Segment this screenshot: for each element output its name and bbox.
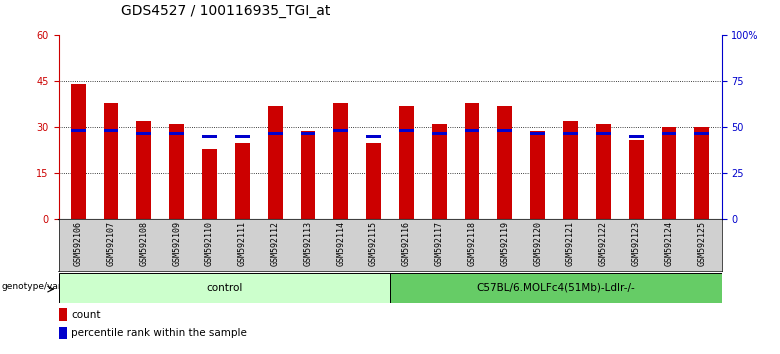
Text: GSM592124: GSM592124 <box>665 221 673 266</box>
Bar <box>694 127 709 219</box>
Text: C57BL/6.MOLFc4(51Mb)-Ldlr-/-: C57BL/6.MOLFc4(51Mb)-Ldlr-/- <box>477 282 635 293</box>
Text: GSM592116: GSM592116 <box>402 221 411 266</box>
Bar <box>498 106 512 219</box>
Text: GSM592122: GSM592122 <box>599 221 608 266</box>
Bar <box>661 127 676 219</box>
Text: GSM592106: GSM592106 <box>73 221 83 266</box>
Bar <box>268 106 282 219</box>
Bar <box>563 132 578 136</box>
Bar <box>694 132 709 136</box>
Bar <box>71 85 86 219</box>
Bar <box>268 132 282 136</box>
Bar <box>661 132 676 136</box>
Bar <box>498 129 512 132</box>
Text: GSM592115: GSM592115 <box>369 221 378 266</box>
Bar <box>202 135 217 138</box>
Text: GSM592123: GSM592123 <box>632 221 640 266</box>
Bar <box>58 327 67 339</box>
Bar <box>71 129 86 132</box>
Bar <box>202 149 217 219</box>
Bar <box>390 273 722 303</box>
Bar <box>465 129 480 132</box>
Bar <box>530 132 545 136</box>
Text: GSM592111: GSM592111 <box>238 221 246 266</box>
Text: GSM592112: GSM592112 <box>271 221 279 266</box>
Bar <box>530 131 545 219</box>
Bar <box>300 131 315 219</box>
Bar <box>399 129 414 132</box>
Text: GSM592125: GSM592125 <box>697 221 707 266</box>
Text: percentile rank within the sample: percentile rank within the sample <box>71 328 247 338</box>
Text: GSM592109: GSM592109 <box>172 221 181 266</box>
Bar <box>432 132 447 136</box>
Bar <box>333 129 348 132</box>
Bar <box>399 106 414 219</box>
Bar <box>596 124 611 219</box>
Bar <box>333 103 348 219</box>
Bar <box>629 140 644 219</box>
Text: GSM592119: GSM592119 <box>501 221 509 266</box>
Bar <box>58 273 390 303</box>
Text: GSM592114: GSM592114 <box>336 221 346 266</box>
Bar <box>136 121 151 219</box>
Text: GSM592108: GSM592108 <box>140 221 148 266</box>
Bar <box>596 132 611 136</box>
Text: genotype/variation: genotype/variation <box>1 282 87 291</box>
Text: GSM592107: GSM592107 <box>107 221 115 266</box>
Bar <box>136 132 151 136</box>
Text: GSM592120: GSM592120 <box>534 221 542 266</box>
Bar <box>432 124 447 219</box>
Bar <box>169 124 184 219</box>
Bar <box>235 143 250 219</box>
Text: count: count <box>71 309 101 320</box>
Bar <box>235 135 250 138</box>
Bar <box>300 132 315 136</box>
Text: GSM592117: GSM592117 <box>434 221 444 266</box>
Text: GSM592121: GSM592121 <box>566 221 575 266</box>
Bar <box>563 121 578 219</box>
Text: GDS4527 / 100116935_TGI_at: GDS4527 / 100116935_TGI_at <box>121 4 330 18</box>
Text: GSM592113: GSM592113 <box>303 221 313 266</box>
Text: GSM592118: GSM592118 <box>467 221 477 266</box>
Bar <box>366 143 381 219</box>
Bar <box>58 308 67 321</box>
Bar <box>169 132 184 136</box>
Bar <box>104 129 119 132</box>
Text: control: control <box>206 282 243 293</box>
Text: GSM592110: GSM592110 <box>205 221 214 266</box>
Bar <box>629 135 644 138</box>
Bar <box>366 135 381 138</box>
Bar <box>465 103 480 219</box>
Bar <box>104 103 119 219</box>
